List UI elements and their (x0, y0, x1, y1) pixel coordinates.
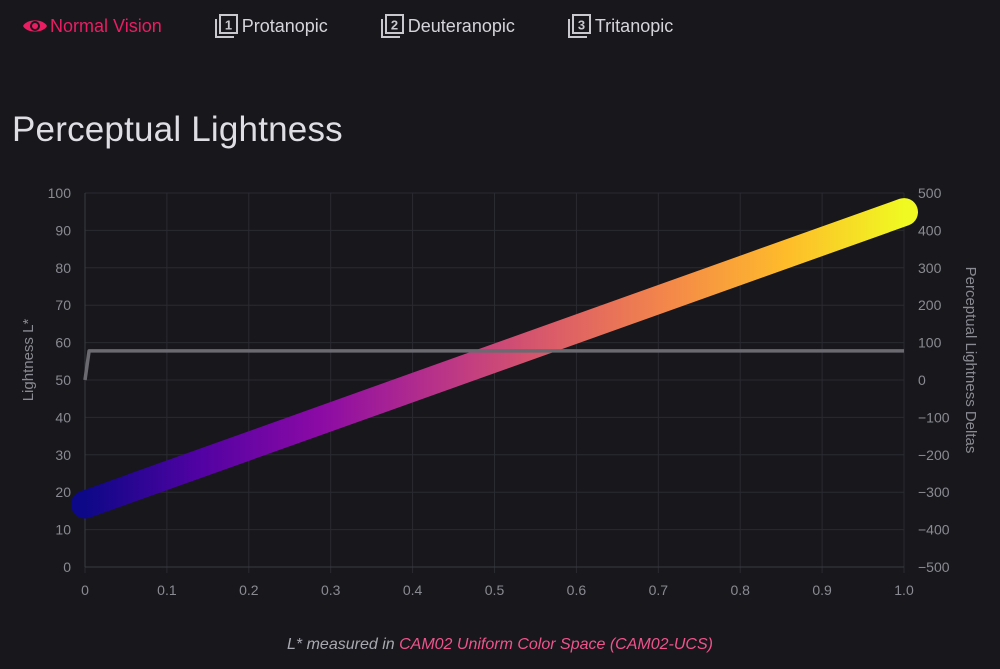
x-tick-label: 0.9 (812, 582, 832, 598)
eye-icon (22, 17, 48, 35)
x-tick-label: 0.8 (730, 582, 750, 598)
x-tick-label: 0.7 (649, 582, 669, 598)
x-tick-label: 0.5 (485, 582, 505, 598)
y-tick-label-right: −500 (918, 559, 950, 575)
y-tick-label-right: −100 (918, 409, 950, 425)
y-tick-label-right: 400 (918, 222, 942, 238)
y-axis-label-left: Lightness L* (20, 319, 37, 402)
x-tick-label: 0.2 (239, 582, 259, 598)
tab-deuteranopic-label: Deuteranopic (407, 15, 515, 36)
tab-normal-vision-label: Normal Vision (50, 15, 162, 36)
caption-prefix: L* measured in (287, 636, 400, 653)
x-tick-label: 0.3 (321, 582, 341, 598)
filter-1-icon: 1 (214, 13, 240, 39)
y-tick-label-left: 90 (55, 222, 71, 238)
y-tick-label-right: −400 (918, 522, 950, 538)
y-tick-label-right: 0 (918, 372, 926, 388)
x-tick-label: 0.1 (157, 582, 177, 598)
filter-3-icon: 3 (567, 13, 593, 39)
x-tick-label: 0.4 (403, 582, 423, 598)
filter-2-icon: 2 (380, 13, 406, 39)
svg-text:1: 1 (225, 18, 232, 33)
y-tick-label-right: −300 (918, 484, 950, 500)
y-axis-label-right: Perceptual Lightness Deltas (962, 267, 979, 454)
y-tick-label-left: 20 (55, 484, 71, 500)
y-tick-label-left: 50 (55, 372, 71, 388)
delta-series-line (83, 349, 904, 381)
y-tick-label-left: 60 (55, 335, 71, 351)
tab-protanopic-label: Protanopic (241, 15, 328, 36)
y-tick-label-right: −200 (918, 447, 950, 463)
y-tick-label-left: 10 (55, 522, 71, 538)
page-title: Perceptual Lightness (12, 110, 343, 149)
y-tick-label-left: 100 (48, 185, 72, 201)
chart-series (71, 198, 918, 519)
y-tick-label-left: 0 (63, 559, 71, 575)
y-tick-label-right: 100 (918, 335, 942, 351)
x-tick-label: 0 (81, 582, 89, 598)
svg-text:3: 3 (578, 18, 585, 33)
tab-protanopic[interactable]: 1 Protanopic (214, 13, 328, 39)
x-tick-label: 0.6 (567, 582, 587, 598)
cam02-ucs-link[interactable]: CAM02 Uniform Color Space (CAM02-UCS) (399, 636, 713, 653)
y-tick-label-left: 80 (55, 260, 71, 276)
y-tick-label-left: 40 (55, 409, 71, 425)
y-tick-label-right: 300 (918, 260, 942, 276)
lightness-series-line (71, 198, 918, 519)
tab-tritanopic[interactable]: 3 Tritanopic (567, 13, 673, 39)
y-tick-label-left: 70 (55, 297, 71, 313)
vision-mode-tabs: Normal Vision 1 Protanopic 2 Deuteranopi… (22, 10, 673, 42)
tab-tritanopic-label: Tritanopic (594, 15, 674, 36)
svg-text:2: 2 (391, 18, 398, 33)
y-tick-label-left: 30 (55, 447, 71, 463)
tab-normal-vision[interactable]: Normal Vision (22, 16, 162, 37)
tab-deuteranopic[interactable]: 2 Deuteranopic (380, 13, 515, 39)
y-tick-label-right: 200 (918, 297, 942, 313)
chart-caption: L* measured in CAM02 Uniform Color Space… (0, 636, 1000, 654)
y-tick-label-right: 500 (918, 185, 942, 201)
x-tick-label: 1.0 (894, 582, 914, 598)
